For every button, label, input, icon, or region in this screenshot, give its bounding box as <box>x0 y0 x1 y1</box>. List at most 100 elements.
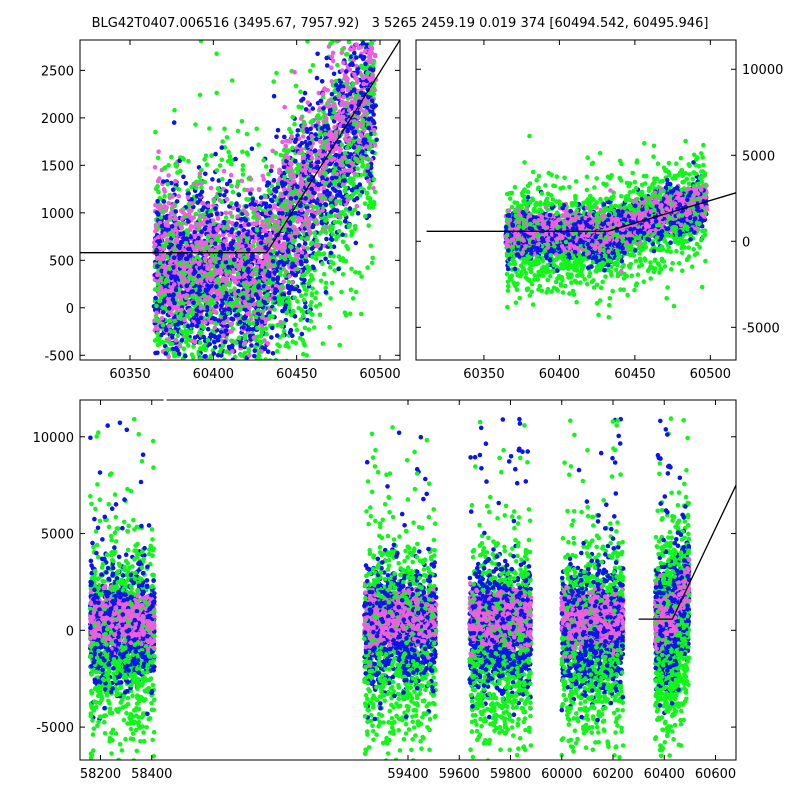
green-point <box>267 190 273 195</box>
magenta-point <box>223 210 229 216</box>
blue-point <box>202 226 208 231</box>
blue-point <box>329 91 335 97</box>
blue-point <box>223 259 229 265</box>
green-point <box>332 268 338 273</box>
green-point <box>368 243 374 249</box>
blue-point <box>267 270 272 276</box>
blue-point <box>283 191 288 196</box>
magenta-point <box>317 139 323 144</box>
green-point <box>320 341 326 346</box>
magenta-point <box>237 253 243 259</box>
blue-point <box>270 351 276 356</box>
green-point <box>225 406 230 411</box>
magenta-point <box>280 139 285 145</box>
magenta-point <box>265 341 271 346</box>
green-point <box>335 62 340 68</box>
magenta-point <box>323 116 329 122</box>
green-point <box>166 453 171 458</box>
green-point <box>229 338 234 344</box>
green-point <box>258 477 263 482</box>
blue-point <box>253 369 258 374</box>
green-point <box>254 402 259 407</box>
blue-point <box>324 55 330 61</box>
blue-point <box>161 179 166 184</box>
green-point <box>304 353 310 358</box>
green-point <box>190 281 195 287</box>
green-point <box>155 331 160 337</box>
green-point <box>197 450 202 455</box>
green-point <box>254 228 260 233</box>
blue-point <box>262 245 268 250</box>
green-point <box>311 325 317 330</box>
green-point <box>275 349 280 354</box>
green-point <box>247 363 252 368</box>
green-point <box>189 409 194 414</box>
magenta-point <box>205 266 210 271</box>
blue-point <box>213 151 218 157</box>
green-point <box>185 313 190 319</box>
magenta-point <box>245 303 251 308</box>
blue-point <box>215 338 221 343</box>
green-point <box>346 35 351 40</box>
green-point <box>314 30 319 35</box>
blue-point <box>201 334 206 340</box>
blue-point <box>194 323 200 329</box>
green-point <box>209 153 214 158</box>
green-point <box>329 280 335 286</box>
blue-point <box>275 127 281 133</box>
magenta-point <box>298 116 304 121</box>
blue-point <box>229 316 234 322</box>
green-point <box>237 371 242 376</box>
green-point <box>157 341 162 347</box>
magenta-point <box>191 215 196 220</box>
magenta-point <box>224 196 230 202</box>
green-point <box>154 287 160 292</box>
magenta-point <box>228 172 234 178</box>
green-point <box>259 330 265 336</box>
blue-point <box>191 315 197 321</box>
green-point <box>320 261 325 267</box>
green-point <box>281 218 286 224</box>
blue-point <box>222 307 227 313</box>
green-point <box>222 126 227 132</box>
blue-point <box>171 120 177 125</box>
magenta-point <box>219 270 224 275</box>
magenta-point <box>178 224 184 229</box>
green-point <box>287 126 292 132</box>
green-point <box>335 219 341 225</box>
blue-point <box>190 289 195 294</box>
magenta-point <box>187 308 192 313</box>
magenta-point <box>259 245 264 251</box>
green-point <box>207 126 212 131</box>
blue-point <box>281 235 287 241</box>
magenta-point <box>198 306 204 311</box>
green-point <box>363 18 368 23</box>
green-point <box>263 218 269 224</box>
blue-point <box>212 340 217 345</box>
blue-point <box>295 128 301 133</box>
magenta-point <box>259 323 264 329</box>
green-point <box>306 410 311 415</box>
green-point <box>251 215 256 220</box>
green-point <box>328 264 333 270</box>
green-point <box>248 402 253 407</box>
green-point <box>258 368 263 373</box>
green-point <box>324 217 329 222</box>
magenta-point <box>162 231 168 236</box>
blue-point <box>163 327 169 333</box>
magenta-point <box>180 216 185 221</box>
blue-point <box>279 180 285 185</box>
magenta-point <box>287 161 293 166</box>
green-point <box>189 184 194 190</box>
green-point <box>185 231 190 237</box>
blue-point <box>278 198 284 203</box>
green-point <box>262 485 267 490</box>
green-point <box>188 263 193 269</box>
blue-point <box>183 180 189 186</box>
green-point <box>198 329 204 335</box>
magenta-point <box>268 231 273 237</box>
green-point <box>155 335 161 341</box>
magenta-point <box>196 261 202 267</box>
magenta-point <box>208 185 214 191</box>
green-point <box>227 157 233 162</box>
